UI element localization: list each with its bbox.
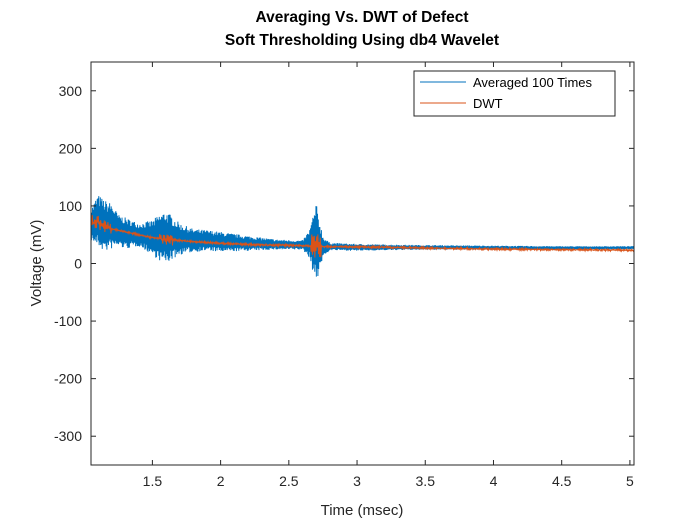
y-tick-label: -200 (54, 371, 82, 387)
legend-label-dwt: DWT (473, 96, 503, 111)
ticks-layer: 1.5 2 2.5 3 3.5 4 4.5 5 -300 -200 -100 0 100 200 300 (54, 62, 634, 489)
legend-label-averaged: Averaged 100 Times (473, 75, 592, 90)
series-layer (91, 196, 634, 277)
y-tick-label: 300 (59, 83, 83, 99)
series-averaged-line (91, 196, 634, 277)
x-tick-label: 3.5 (416, 473, 436, 489)
series-dwt-line (91, 215, 634, 258)
x-axis-label: Time (msec) (321, 502, 404, 519)
y-axis-label: Voltage (mV) (28, 220, 45, 307)
plot-background (91, 62, 634, 465)
x-tick-label: 3 (353, 473, 361, 489)
x-tick-label: 4 (490, 473, 498, 489)
y-tick-label: 0 (74, 256, 82, 272)
legend-box (413, 70, 616, 117)
x-tick-label: 2 (217, 473, 225, 489)
y-tick-label: -300 (54, 428, 82, 444)
y-tick-label: 100 (59, 198, 83, 214)
y-tick-label: 200 (59, 140, 83, 156)
y-tick-label: -100 (54, 313, 82, 329)
x-tick-label: 2.5 (279, 473, 299, 489)
legend: Averaged 100 Times DWT (413, 70, 616, 117)
chart-subtitle: Soft Thresholding Using db4 Wavelet (225, 32, 499, 49)
x-tick-label: 1.5 (143, 473, 163, 489)
chart-title: Averaging Vs. DWT of Defect (255, 9, 468, 26)
x-tick-label: 5 (626, 473, 634, 489)
x-tick-label: 4.5 (552, 473, 572, 489)
